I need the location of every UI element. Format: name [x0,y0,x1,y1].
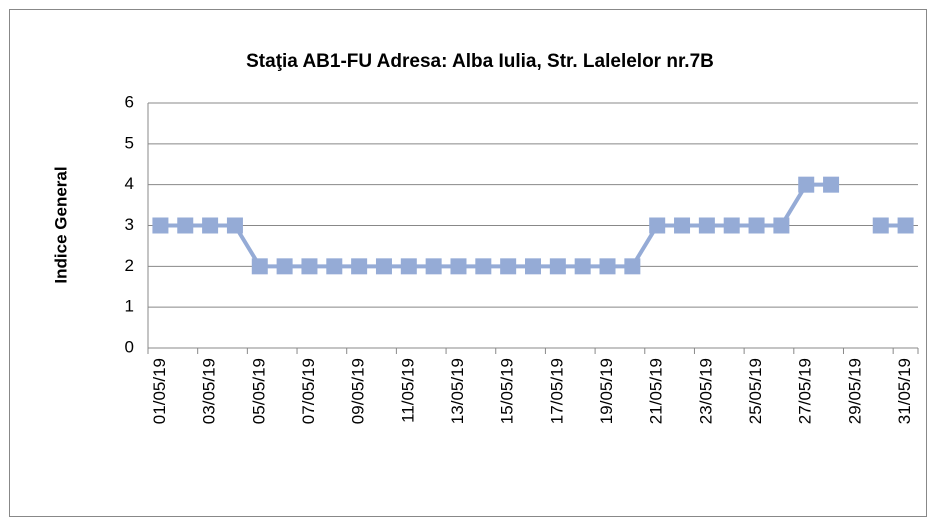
data-point [723,217,740,234]
data-point [823,176,840,193]
data-point [674,217,691,234]
data-point [326,258,343,275]
y-tick-label: 5 [125,133,134,152]
data-point [301,258,318,275]
x-tick-label: 11/05/19 [398,358,417,423]
x-tick-label: 09/05/19 [349,358,368,424]
data-point [450,258,467,275]
y-tick-label: 0 [125,337,134,356]
y-tick-label: 3 [125,215,134,234]
y-axis-title: Indice General [51,166,70,283]
x-tick-label: 19/05/19 [597,358,616,424]
data-point [152,217,169,234]
data-point [251,258,268,275]
x-tick-label: 07/05/19 [299,358,318,424]
data-point [649,217,666,234]
y-tick-label: 2 [125,256,134,275]
x-tick-label: 03/05/19 [200,358,219,424]
y-tick-label: 4 [125,174,134,193]
data-point [226,217,243,234]
y-tick-label: 1 [125,297,134,316]
chart-title: Staţia AB1-FU Adresa: Alba Iulia, Str. L… [246,51,714,72]
x-tick-label: 29/05/19 [845,358,864,424]
x-tick-label: 15/05/19 [498,358,517,424]
x-tick-label: 05/05/19 [249,358,268,424]
data-point [177,217,194,234]
data-point [624,258,641,275]
chart-border [9,9,927,517]
data-point [698,217,715,234]
data-point [375,258,392,275]
data-point [351,258,368,275]
x-tick-label: 01/05/19 [150,358,169,424]
x-tick-label: 23/05/19 [696,358,715,424]
data-point [549,258,566,275]
data-point [599,258,616,275]
data-point [525,258,541,275]
data-point [748,217,765,234]
data-point [202,217,219,234]
data-point [475,258,492,275]
data-point [872,217,889,234]
data-point [500,258,517,275]
data-point [773,217,790,234]
x-tick-label: 13/05/19 [448,358,467,424]
data-point [798,176,815,193]
y-tick-label: 6 [125,92,134,111]
data-point [276,258,293,275]
x-tick-label: 21/05/19 [647,358,666,424]
x-tick-label: 27/05/19 [796,358,815,424]
data-point [897,217,914,234]
data-point [425,258,442,275]
x-tick-label: 25/05/19 [746,358,765,424]
data-point [574,258,591,275]
x-tick-label: 31/05/19 [895,358,914,424]
x-tick-label: 17/05/19 [547,358,566,424]
data-point [400,258,417,275]
